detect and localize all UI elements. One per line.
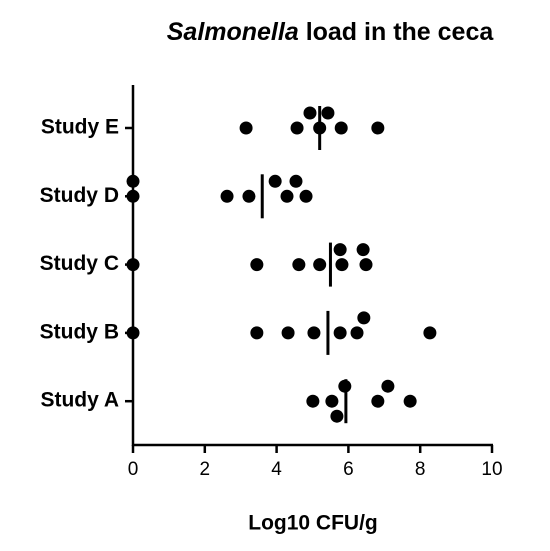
data-point [250, 326, 264, 340]
x-tick-label: 2 [200, 459, 211, 480]
data-point [371, 121, 385, 135]
x-tick-label: 4 [271, 459, 282, 480]
data-point [126, 189, 140, 203]
data-point [292, 258, 306, 272]
data-point [126, 174, 140, 188]
data-point [313, 258, 327, 272]
chart-title: Salmonella load in the ceca [167, 18, 495, 46]
data-point [335, 258, 349, 272]
data-point [325, 394, 339, 408]
data-point [299, 189, 313, 203]
data-point [359, 258, 373, 272]
data-point [350, 326, 364, 340]
x-axis-label: Log10 CFU/g [248, 512, 378, 535]
data-point [403, 394, 417, 408]
data-point [290, 121, 304, 135]
data-point [250, 258, 264, 272]
data-point [281, 326, 295, 340]
data-point [289, 174, 303, 188]
y-tick-label: Study E [41, 116, 119, 139]
data-point [126, 258, 140, 272]
y-tick-label: Study B [40, 320, 119, 343]
x-tick-label: 0 [128, 459, 139, 480]
data-point [423, 326, 437, 340]
data-point [307, 326, 321, 340]
data-point [220, 189, 234, 203]
data-point [242, 189, 256, 203]
data-point [333, 326, 347, 340]
data-point [303, 106, 317, 120]
data-point [333, 243, 347, 257]
data-point [321, 106, 335, 120]
x-tick-label: 6 [343, 459, 354, 480]
data-point [239, 121, 253, 135]
y-tick-label: Study D [40, 184, 119, 207]
data-point [381, 379, 395, 393]
data-point [356, 243, 370, 257]
chart-title-text: load in the ceca [306, 18, 495, 46]
data-point [330, 409, 344, 423]
chart-title-italic: Salmonella [167, 18, 299, 46]
data-point [334, 121, 348, 135]
data-point [306, 394, 320, 408]
y-tick-label: Study A [40, 389, 119, 412]
data-point [357, 311, 371, 325]
data-point [280, 189, 294, 203]
x-tick-label: 10 [481, 459, 502, 480]
data-point [268, 174, 282, 188]
x-tick-label: 8 [415, 459, 426, 480]
data-point [126, 326, 140, 340]
data-point [371, 394, 385, 408]
y-tick-label: Study C [40, 252, 119, 275]
